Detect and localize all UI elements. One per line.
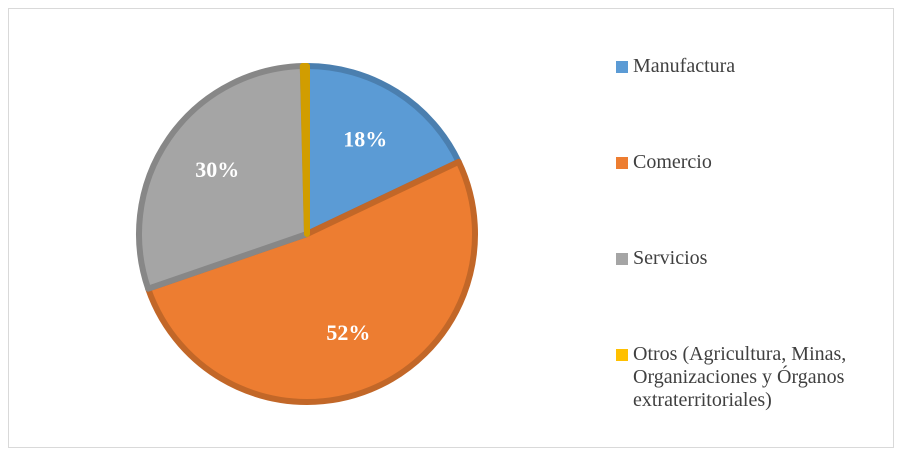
legend-swatch [616,61,628,73]
legend-swatch [616,157,628,169]
legend-item: Otros (Agricultura, Minas, Organizacione… [616,343,896,412]
legend-label: Otros (Agricultura, Minas, Organizacione… [633,343,847,411]
legend-item: Manufactura [616,55,896,78]
legend-label: Servicios [633,247,708,269]
pie-slice [304,63,462,237]
legend-swatch [616,253,628,265]
slice-label: 18% [343,127,387,152]
legend-label: Manufactura [633,55,736,77]
pie-slice [299,63,310,237]
legend-item: Comercio [616,151,896,174]
legend-item: Servicios [616,247,896,270]
slice-label: 30% [195,157,239,182]
slice-label: 52% [326,320,370,345]
legend-swatch [616,349,628,361]
pie-slice [136,63,310,292]
pie-slice [145,158,479,405]
legend-label: Comercio [633,151,712,173]
chart-frame [8,8,894,448]
